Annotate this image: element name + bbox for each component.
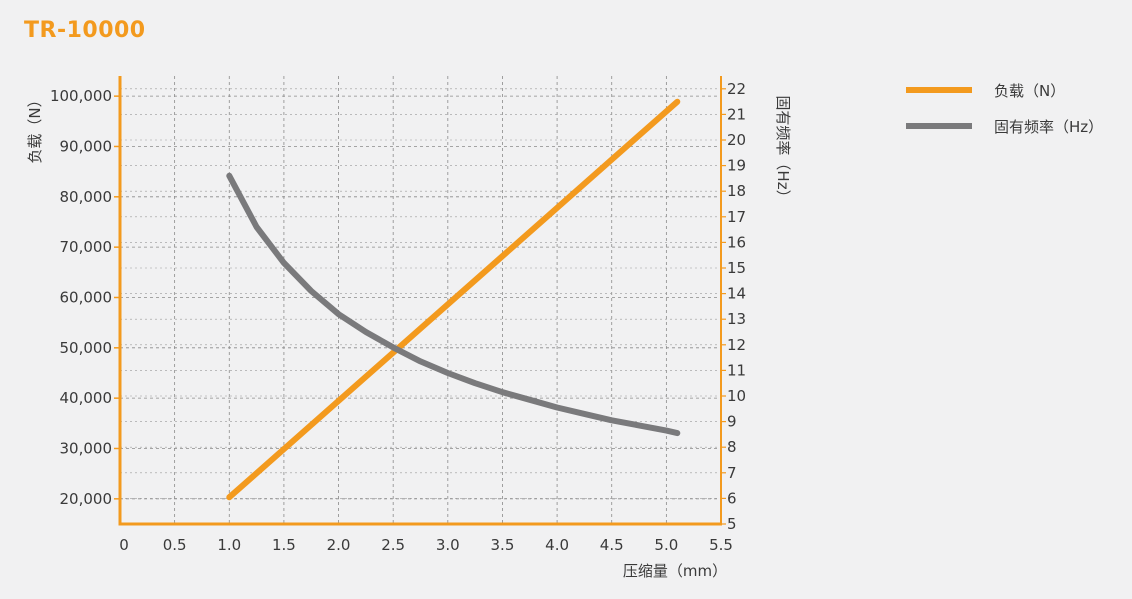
x-tick-labels: 0 0.5 1.0 1.5 2.0 2.5 3.0 3.5 4.0 4.5 5.0 5.5 — [119, 536, 733, 554]
x-tick-label: 4.0 — [545, 536, 569, 554]
legend-swatch-load — [906, 87, 972, 93]
right-y-tick-label: 20 — [727, 131, 746, 149]
x-axis-label: 压缩量（mm） — [623, 562, 727, 580]
right-y-tick-label: 8 — [727, 438, 737, 456]
x-tick-label: 5.5 — [709, 536, 733, 554]
legend-item-frequency: 固有频率（Hz） — [906, 108, 1103, 144]
left-y-tick-label: 90,000 — [60, 137, 113, 155]
left-y-tick-label: 40,000 — [60, 389, 113, 407]
x-tick-label: 0 — [119, 536, 129, 554]
legend-item-load: 负载（N） — [906, 72, 1103, 108]
left-y-tick-label: 20,000 — [60, 490, 113, 508]
left-y-tick-label: 70,000 — [60, 238, 113, 256]
right-y-tick-label: 18 — [727, 182, 746, 200]
x-tick-label: 2.0 — [327, 536, 351, 554]
left-y-tick-label: 100,000 — [50, 87, 112, 105]
legend-label-frequency: 固有频率（Hz） — [994, 117, 1104, 136]
axes — [118, 76, 722, 526]
left-y-tick-label: 80,000 — [60, 188, 113, 206]
x-tick-label: 4.5 — [600, 536, 624, 554]
right-y-tick-label: 14 — [727, 285, 746, 303]
right-y-tick-label: 16 — [727, 233, 746, 251]
x-tick-label: 5.0 — [654, 536, 678, 554]
right-y-tick-label: 19 — [727, 157, 746, 175]
left-y-tick-label: 30,000 — [60, 439, 113, 457]
right-y-tick-label: 11 — [727, 361, 746, 379]
right-y-tick-label: 5 — [727, 515, 737, 533]
x-tick-label: 3.5 — [491, 536, 515, 554]
x-tick-label: 2.5 — [381, 536, 405, 554]
x-tick-label: 0.5 — [163, 536, 187, 554]
right-y-tick-label: 6 — [727, 489, 737, 507]
right-y-tick-label: 17 — [727, 208, 746, 226]
legend-swatch-frequency — [906, 123, 972, 129]
right-y-tick-label: 15 — [727, 259, 746, 277]
left-y-tick-label: 50,000 — [60, 339, 113, 357]
series-lines — [226, 98, 681, 501]
x-tick-label: 1.0 — [217, 536, 241, 554]
load-series-line — [226, 98, 681, 501]
chart-title: TR-10000 — [24, 18, 146, 43]
right-y-tick-label: 10 — [727, 387, 746, 405]
x-tick-label: 1.5 — [272, 536, 296, 554]
right-y-tick-label: 21 — [727, 105, 746, 123]
legend-label-load: 负载（N） — [994, 81, 1066, 100]
right-y-tick-label: 12 — [727, 336, 746, 354]
right-y-tick-labels: 5 6 7 8 9 10 11 12 13 14 15 16 17 18 19 20 21 22 — [721, 80, 746, 533]
left-y-tick-labels: 20,000 30,000 40,000 50,000 60,000 70,000 80,0… — [50, 87, 120, 508]
right-y-tick-label: 13 — [727, 310, 746, 328]
frequency-series-line — [226, 172, 681, 437]
right-y-tick-label: 7 — [727, 464, 737, 482]
left-y-axis-label: 负载（N） — [26, 92, 44, 163]
right-y-axis-label: 固有频率（Hz） — [774, 95, 792, 204]
x-tick-label: 3.0 — [436, 536, 460, 554]
right-y-tick-label: 9 — [727, 413, 737, 431]
legend: 负载（N） 固有频率（Hz） — [906, 72, 1103, 144]
left-y-tick-label: 60,000 — [60, 288, 113, 306]
right-y-tick-label: 22 — [727, 80, 746, 98]
